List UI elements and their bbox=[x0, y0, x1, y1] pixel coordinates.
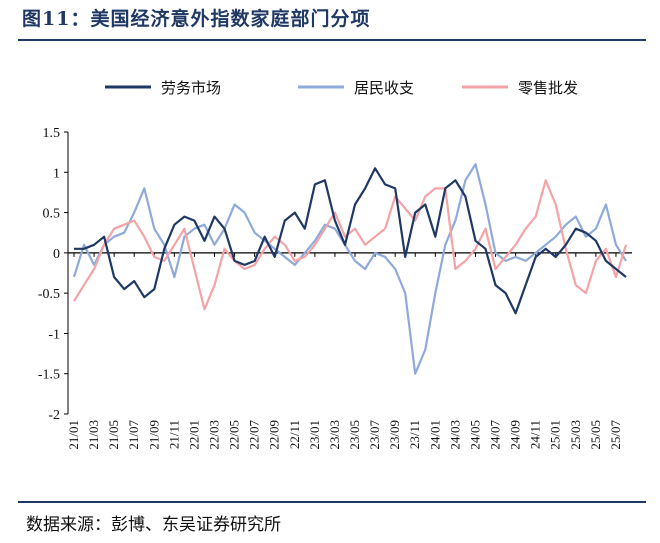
x-tick-label: 23/05 bbox=[347, 420, 362, 450]
x-tick-label: 25/01 bbox=[548, 420, 563, 450]
x-tick-label: 22/07 bbox=[247, 420, 262, 450]
x-tick-label: 25/03 bbox=[568, 420, 583, 450]
y-tick-label: 1.5 bbox=[43, 126, 61, 141]
x-tick-label: 22/09 bbox=[267, 420, 282, 450]
y-tick-label: -1 bbox=[48, 327, 60, 342]
legend-label-3: 零售批发 bbox=[518, 79, 578, 97]
x-tick-label: 24/11 bbox=[528, 420, 543, 449]
y-tick-label: 0.5 bbox=[43, 207, 61, 222]
line-chart: 劳务市场 居民收支 零售批发 1.5 1 0.5 0 -0.5 -1 -1.5 -2 21/01 21… bbox=[38, 79, 632, 450]
bottom-divider bbox=[18, 501, 646, 503]
figure-title: 图11：美国经济意外指数家庭部门分项 bbox=[22, 8, 371, 30]
legend-label-1: 劳务市场 bbox=[161, 79, 221, 97]
x-tick-label: 25/05 bbox=[588, 420, 603, 450]
x-tick-label: 24/01 bbox=[427, 420, 442, 450]
x-tick-label: 21/09 bbox=[146, 420, 161, 450]
x-tick-label: 23/09 bbox=[387, 420, 402, 450]
legend-label-2: 居民收支 bbox=[354, 79, 414, 97]
x-tick-label: 21/05 bbox=[106, 420, 121, 450]
data-source-note: 数据来源：彭博、东吴证券研究所 bbox=[26, 515, 281, 535]
x-tick-label: 23/01 bbox=[307, 420, 322, 450]
x-tick-label: 24/05 bbox=[467, 420, 482, 450]
x-tick-label: 22/03 bbox=[207, 420, 222, 450]
y-tick-label: -1.5 bbox=[38, 368, 60, 383]
y-tick-label: -0.5 bbox=[38, 287, 60, 302]
y-tick-label: 0 bbox=[53, 247, 60, 262]
x-tick-label: 23/11 bbox=[407, 420, 422, 449]
x-tick-label: 21/11 bbox=[166, 420, 181, 449]
x-tick-label: 22/11 bbox=[287, 420, 302, 449]
top-divider bbox=[18, 39, 646, 41]
series-line-2 bbox=[72, 163, 627, 375]
x-tick-label: 22/05 bbox=[227, 420, 242, 450]
chart-axes: 1.5 1 0.5 0 -0.5 -1 -1.5 -2 21/01 21/03 21/05 21/07… bbox=[38, 126, 632, 450]
y-tick-label: 1 bbox=[53, 166, 60, 181]
x-tick-label: 25/07 bbox=[608, 420, 623, 450]
y-tick-label: -2 bbox=[48, 408, 60, 423]
x-tick-label: 24/09 bbox=[508, 420, 523, 450]
chart-legend: 劳务市场 居民收支 零售批发 bbox=[105, 79, 578, 97]
x-tick-label: 23/07 bbox=[367, 420, 382, 450]
x-tick-label: 21/07 bbox=[126, 420, 141, 450]
chart-series-group bbox=[72, 163, 628, 375]
x-tick-label: 21/01 bbox=[66, 420, 81, 450]
series-line-3 bbox=[73, 179, 628, 311]
x-tick-label: 22/01 bbox=[186, 420, 201, 450]
x-tick-label: 23/03 bbox=[327, 420, 342, 450]
x-tick-label: 21/03 bbox=[86, 420, 101, 450]
x-tick-label: 24/07 bbox=[488, 420, 503, 450]
series-line-1 bbox=[74, 167, 627, 315]
x-tick-label: 24/03 bbox=[447, 420, 462, 450]
